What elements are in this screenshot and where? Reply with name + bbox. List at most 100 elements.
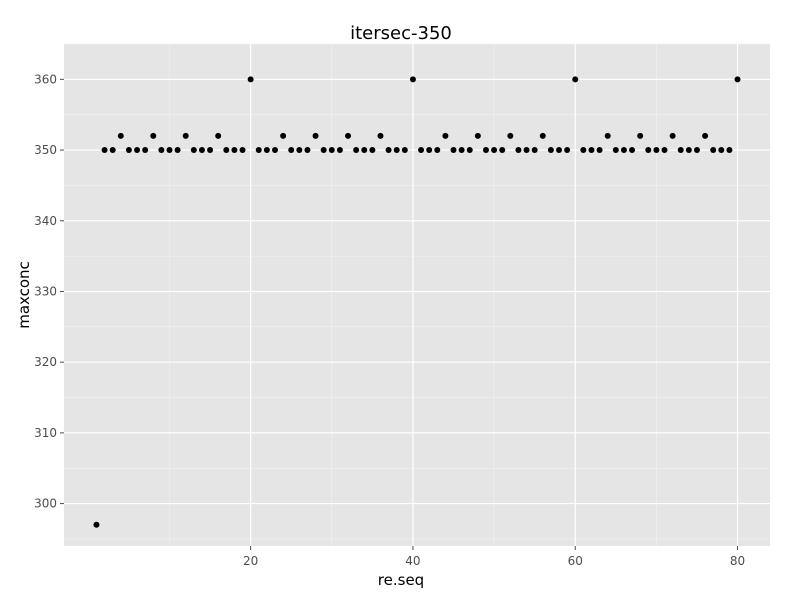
data-point xyxy=(101,147,108,154)
data-point xyxy=(190,147,197,154)
data-point xyxy=(109,147,116,154)
data-point xyxy=(629,147,636,154)
data-point xyxy=(482,147,489,154)
data-point xyxy=(572,76,579,83)
major-gridlines xyxy=(64,44,770,546)
data-point xyxy=(223,147,230,154)
y-axis-ticks: 300 310 320 330 340 350 360 xyxy=(34,72,64,511)
x-tick-label: 80 xyxy=(730,554,745,568)
data-point xyxy=(604,132,611,139)
data-point xyxy=(556,147,563,154)
data-point xyxy=(369,147,376,154)
data-point xyxy=(677,147,684,154)
data-point xyxy=(726,147,733,154)
data-point xyxy=(653,147,660,154)
data-point xyxy=(734,76,741,83)
data-point xyxy=(547,147,554,154)
data-point xyxy=(669,132,676,139)
data-point xyxy=(515,147,522,154)
data-point xyxy=(710,147,717,154)
data-point xyxy=(377,132,384,139)
data-point xyxy=(304,147,311,154)
data-point xyxy=(418,147,425,154)
data-point xyxy=(539,132,546,139)
data-point xyxy=(271,147,278,154)
data-point xyxy=(685,147,692,154)
data-point xyxy=(361,147,368,154)
x-tick-label: 20 xyxy=(243,554,258,568)
data-point xyxy=(637,132,644,139)
data-point xyxy=(239,147,246,154)
data-point xyxy=(523,147,530,154)
data-point xyxy=(409,76,416,83)
y-tick-label: 350 xyxy=(34,143,57,157)
y-axis-label: maxconc xyxy=(15,261,33,329)
data-point xyxy=(198,147,205,154)
y-tick-label: 320 xyxy=(34,355,57,369)
data-point xyxy=(645,147,652,154)
data-point xyxy=(134,147,141,154)
data-point xyxy=(661,147,668,154)
data-point xyxy=(466,147,473,154)
data-point xyxy=(426,147,433,154)
data-point xyxy=(207,147,214,154)
data-point xyxy=(263,147,270,154)
data-point xyxy=(296,147,303,154)
data-point xyxy=(442,132,449,139)
data-point xyxy=(693,147,700,154)
chart-title: itersec-350 xyxy=(350,23,452,44)
x-axis-ticks: 20 40 60 80 xyxy=(243,546,745,568)
data-points xyxy=(93,76,741,528)
data-point xyxy=(702,132,709,139)
data-point xyxy=(718,147,725,154)
data-point xyxy=(117,132,124,139)
data-point xyxy=(247,76,254,83)
y-tick-label: 310 xyxy=(34,426,57,440)
data-point xyxy=(564,147,571,154)
data-point xyxy=(255,147,262,154)
data-point xyxy=(620,147,627,154)
data-point xyxy=(158,147,165,154)
x-tick-label: 40 xyxy=(405,554,420,568)
data-point xyxy=(312,132,319,139)
data-point xyxy=(385,147,392,154)
data-point xyxy=(458,147,465,154)
data-point xyxy=(320,147,327,154)
data-point xyxy=(499,147,506,154)
data-point xyxy=(507,132,514,139)
data-point xyxy=(345,132,352,139)
data-point xyxy=(450,147,457,154)
data-point xyxy=(174,147,181,154)
y-tick-label: 360 xyxy=(34,72,57,86)
data-point xyxy=(596,147,603,154)
data-point xyxy=(231,147,238,154)
data-point xyxy=(93,521,100,528)
data-point xyxy=(215,132,222,139)
minor-gridlines xyxy=(64,43,770,546)
data-point xyxy=(393,147,400,154)
data-point xyxy=(612,147,619,154)
data-point xyxy=(434,147,441,154)
y-tick-label: 300 xyxy=(34,497,57,511)
data-point xyxy=(491,147,498,154)
data-point xyxy=(182,132,189,139)
data-point xyxy=(580,147,587,154)
plot-panel xyxy=(64,44,770,546)
data-point xyxy=(288,147,295,154)
x-axis-label: re.seq xyxy=(378,571,424,589)
data-point xyxy=(328,147,335,154)
data-point xyxy=(166,147,173,154)
y-tick-label: 340 xyxy=(34,214,57,228)
data-point xyxy=(150,132,157,139)
data-point xyxy=(280,132,287,139)
data-point xyxy=(588,147,595,154)
data-point xyxy=(336,147,343,154)
data-point xyxy=(353,147,360,154)
data-point xyxy=(125,147,132,154)
y-tick-label: 330 xyxy=(34,284,57,298)
data-point xyxy=(401,147,408,154)
x-tick-label: 60 xyxy=(568,554,583,568)
data-point xyxy=(142,147,149,154)
data-point xyxy=(474,132,481,139)
